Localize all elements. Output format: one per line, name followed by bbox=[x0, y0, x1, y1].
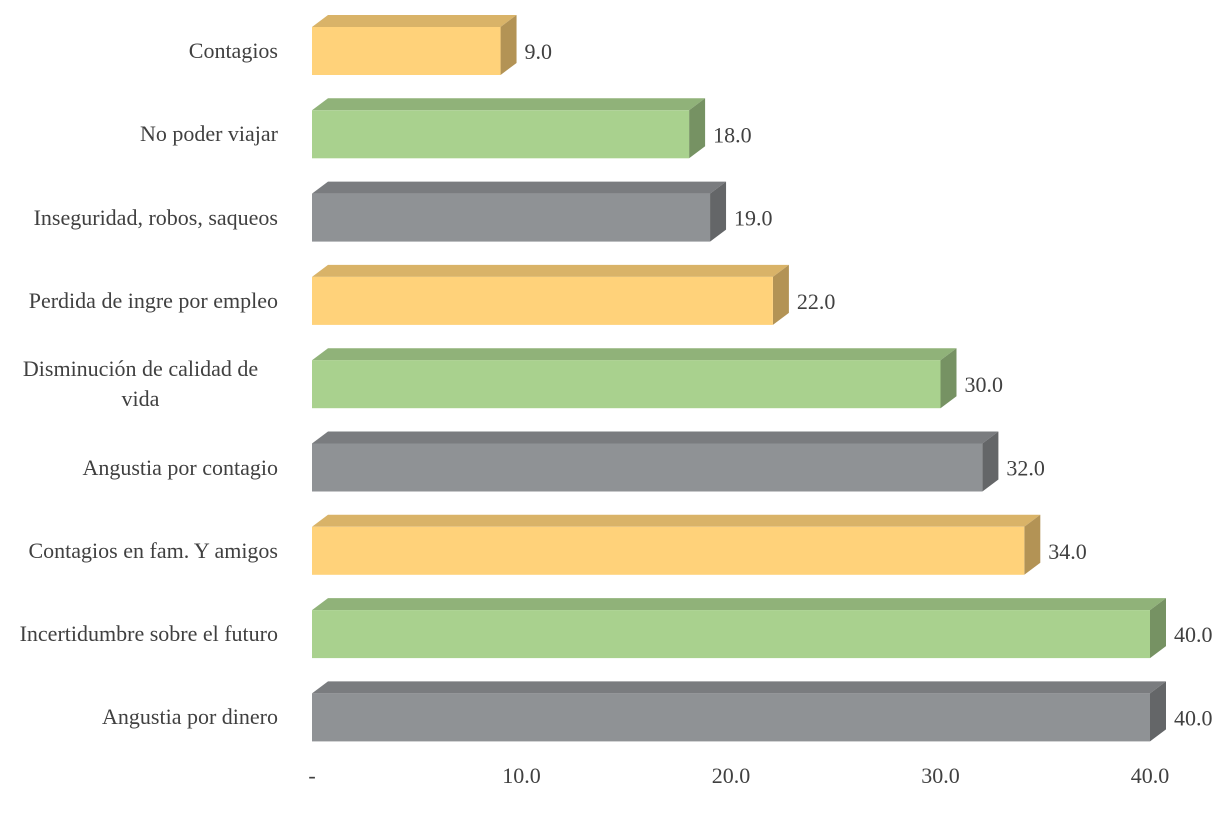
bar-side bbox=[710, 181, 727, 242]
bar-top bbox=[312, 15, 517, 27]
value-label: 34.0 bbox=[1048, 539, 1087, 564]
y-tick-label: No poder viajar bbox=[139, 121, 278, 147]
bar-top bbox=[312, 514, 1041, 527]
bar-side bbox=[982, 431, 999, 492]
bar-top bbox=[312, 348, 957, 361]
category-label-box: Inseguridad, robos, saqueos bbox=[0, 178, 278, 258]
bar-top bbox=[312, 431, 999, 444]
bar bbox=[312, 276, 773, 325]
value-label: 22.0 bbox=[797, 289, 836, 314]
bar-side bbox=[940, 348, 957, 409]
bar-top bbox=[312, 598, 1166, 611]
bar-side bbox=[772, 264, 789, 325]
bar-top bbox=[312, 681, 1166, 694]
bar-side bbox=[1024, 514, 1041, 575]
bar bbox=[312, 526, 1025, 575]
bar-side bbox=[500, 15, 517, 75]
bar bbox=[312, 443, 983, 492]
y-tick-label: Perdida de ingre por empleo bbox=[28, 287, 278, 313]
category-label-box: Incertidumbre sobre el futuro bbox=[0, 594, 278, 674]
category-label-box: Angustia por dinero bbox=[0, 677, 278, 757]
y-tick-label: Inseguridad, robos, saqueos bbox=[33, 204, 278, 230]
bar-top bbox=[312, 264, 789, 277]
y-tick-label: Contagios bbox=[188, 38, 278, 63]
value-label: 32.0 bbox=[1006, 456, 1045, 481]
y-tick-label: Contagios en fam. Y amigos bbox=[28, 537, 279, 563]
value-label: 30.0 bbox=[965, 372, 1004, 397]
bar bbox=[312, 693, 1150, 742]
bar bbox=[312, 110, 690, 159]
bar-top bbox=[312, 98, 706, 111]
category-label-box: Contagios bbox=[0, 11, 278, 91]
bar-top bbox=[312, 181, 727, 194]
bar bbox=[312, 610, 1150, 659]
y-tick-label: Incertidumbre sobre el futuro bbox=[19, 621, 278, 647]
x-tick-label: 40.0 bbox=[1131, 763, 1170, 788]
bar-side bbox=[1150, 681, 1166, 742]
value-label: 40.0 bbox=[1174, 622, 1213, 647]
category-label-box: Perdida de ingre por empleo bbox=[0, 261, 278, 341]
value-label: 19.0 bbox=[734, 206, 773, 231]
bar bbox=[312, 27, 501, 75]
value-label: 40.0 bbox=[1174, 705, 1213, 730]
category-label-box: Contagios en fam. Y amigos bbox=[0, 511, 279, 591]
y-tick-label: Angustia por dinero bbox=[102, 704, 278, 730]
category-label-box: No poder viajar bbox=[0, 94, 278, 174]
value-label: 9.0 bbox=[525, 39, 553, 64]
x-tick-label: - bbox=[308, 763, 315, 788]
y-tick-label: Angustia por contagio bbox=[82, 454, 278, 480]
category-label-box: Angustia por contagio bbox=[0, 428, 278, 508]
bar bbox=[312, 193, 711, 242]
bar bbox=[312, 360, 941, 409]
category-label-box: Disminución de calidad de vida bbox=[0, 344, 278, 424]
bar-side bbox=[689, 98, 706, 159]
x-tick-label: 10.0 bbox=[502, 763, 541, 788]
x-tick-label: 20.0 bbox=[712, 763, 751, 788]
x-tick-label: 30.0 bbox=[921, 763, 960, 788]
value-label: 18.0 bbox=[713, 122, 752, 147]
bar-side bbox=[1150, 598, 1166, 659]
y-tick-label: Disminución de calidad de vida bbox=[22, 356, 259, 412]
